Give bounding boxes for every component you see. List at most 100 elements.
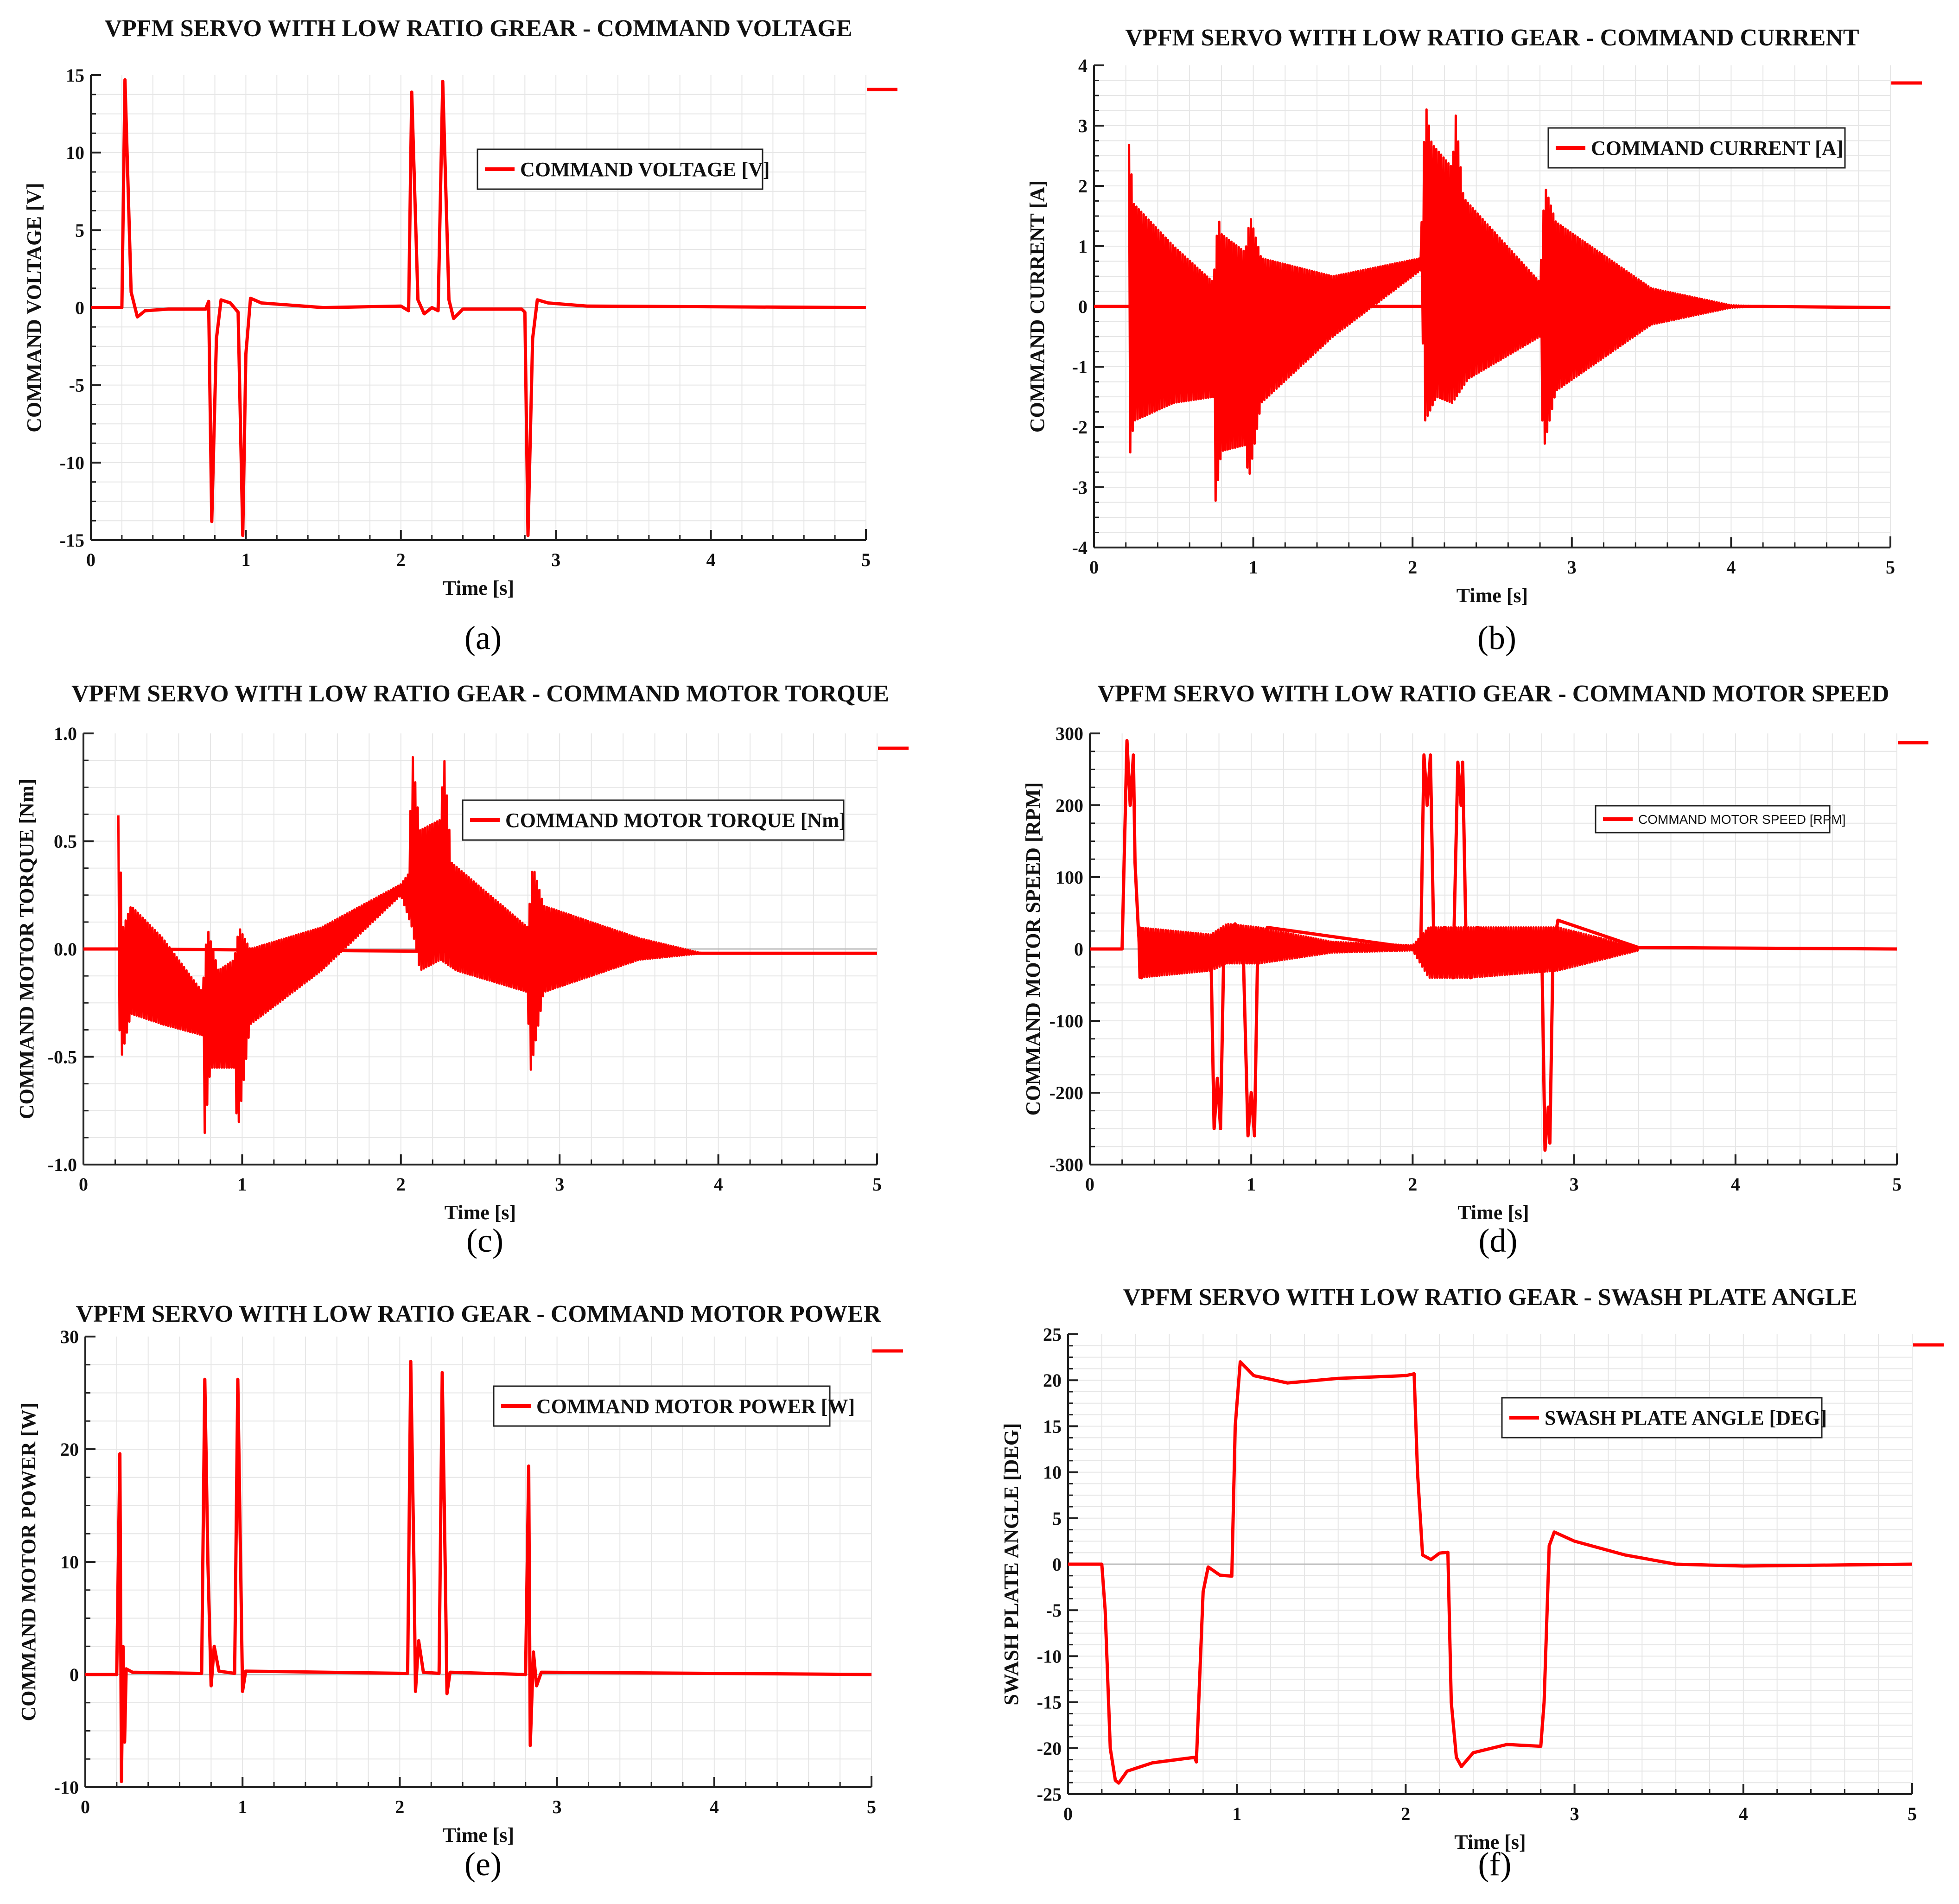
y-tick-label: -0.5 [48,1047,77,1068]
chart-panel-f: 0 1 2 3 4 5 -25 -20 -15 -10 -5 0 5 10 15 20 25 VPFM SERVO… [1000,1284,1944,1883]
x-tick-label: 5 [1892,1174,1902,1195]
y-tick-label: 20 [60,1439,79,1460]
legend-label: SWASH PLATE ANGLE [DEG] [1545,1407,1827,1429]
x-axis-label: Time [s] [443,577,514,599]
panel-caption: (d) [1479,1222,1518,1259]
y-tick-label: 25 [1043,1324,1062,1345]
y-tick-label: -10 [54,1777,79,1798]
x-tick-label: 0 [86,549,95,570]
chart-panel-b: 0 1 2 3 4 5 -4 -3 -2 -1 0 1 2 3 4 VPFM SERVO WITH LOW R… [1026,25,1922,656]
legend-box [1547,127,1846,169]
x-tick-label: 0 [1089,557,1099,578]
panel-caption: (f) [1478,1846,1512,1883]
y-tick-label: 10 [60,1552,79,1573]
x-tick-label: 1 [237,1174,247,1195]
y-tick-label: 0.5 [54,831,77,852]
y-tick-label: 200 [1056,795,1083,816]
x-tick-label: 1 [1249,557,1258,578]
legend-label: COMMAND CURRENT [A] [1591,137,1843,159]
x-tick-label: 5 [872,1174,882,1195]
x-tick-label: 4 [710,1796,719,1817]
y-tick-label: 0 [1074,939,1083,960]
chart-title: VPFM SERVO WITH LOW RATIO GEAR - COMMAND… [1098,681,1889,707]
x-tick-label: 4 [714,1174,723,1195]
y-tick-label: -10 [60,452,84,473]
x-tick-label: 5 [867,1796,876,1817]
y-tick-label: -300 [1049,1154,1083,1175]
x-axis-label: Time [s] [445,1201,516,1224]
x-tick-label: 5 [1886,557,1895,578]
y-tick-label: 10 [66,142,84,163]
series-oscillation [117,756,703,1134]
x-tick-label: 0 [79,1174,88,1195]
y-tick-label: -25 [1037,1784,1062,1805]
legend-box [1595,805,1831,834]
series-line [91,78,866,537]
y-tick-label: 0 [1078,296,1088,317]
y-tick-label: -100 [1049,1011,1083,1032]
x-tick-label: 3 [1570,1803,1579,1824]
x-tick-label: 2 [396,1174,406,1195]
x-tick-label: 5 [861,549,871,570]
x-tick-label: 0 [81,1796,90,1817]
x-tick-label: 3 [555,1174,564,1195]
y-tick-label: 1.0 [54,723,77,744]
y-tick-label: 1 [1078,236,1088,257]
legend-label: COMMAND VOLTAGE [V] [520,158,770,181]
chart-title: VPFM SERVO WITH LOW RATIO GREAR - COMMAN… [104,15,852,42]
x-tick-label: 4 [1739,1803,1748,1824]
y-tick-label: 20 [1043,1370,1062,1391]
y-axis-label: COMMAND MOTOR POWER [W] [17,1402,40,1721]
x-tick-label: 1 [1247,1174,1256,1195]
y-axis-label: COMMAND CURRENT [A] [1026,180,1049,433]
series-oscillation [1137,923,1640,979]
y-tick-label: -5 [69,375,84,396]
y-tick-label: -2 [1072,417,1088,438]
y-tick-label: -4 [1072,537,1088,558]
y-tick-label: -20 [1037,1738,1062,1759]
x-tick-label: 4 [1726,557,1736,578]
x-tick-label: 2 [1408,1174,1417,1195]
y-axis-label: COMMAND MOTOR TORQUE [Nm] [15,779,38,1120]
x-tick-label: 2 [1401,1803,1410,1824]
x-tick-label: 2 [396,549,406,570]
y-tick-label: 15 [1043,1416,1062,1437]
x-tick-label: 0 [1063,1803,1073,1824]
legend-label: COMMAND MOTOR TORQUE [Nm] [505,809,846,832]
chart-title: VPFM SERVO WITH LOW RATIO GEAR - SWASH P… [1123,1284,1857,1311]
y-axis-label: SWASH PLATE ANGLE [DEG] [1000,1423,1023,1705]
y-tick-label: 5 [75,220,84,241]
x-axis-label: Time [s] [1457,1201,1529,1224]
x-axis-label: Time [s] [1454,1831,1526,1853]
y-tick-label: 300 [1056,723,1083,744]
series-line [1068,1360,1912,1785]
x-tick-label: 2 [1408,557,1417,578]
y-tick-label: 5 [1052,1508,1062,1529]
y-tick-label: -1 [1072,357,1088,377]
x-tick-label: 0 [1085,1174,1094,1195]
y-tick-label: 0 [75,298,84,318]
legend-box [477,148,763,190]
legend-box [462,799,845,841]
series-oscillation [1128,108,1763,502]
y-tick-label: -5 [1046,1600,1062,1621]
chart-panel-d: 0 1 2 3 4 5 -300 -200 -100 0 100 200 300 VPFM SERVO W… [1022,681,1928,1259]
y-tick-label: -3 [1072,477,1088,498]
x-tick-label: 3 [553,1796,562,1817]
y-tick-label: 4 [1078,55,1088,76]
y-tick-label: 30 [60,1326,79,1347]
chart-panel-a: 0 1 2 3 4 5 -15 -10 -5 0 5 10 15 VPFM SERVO WITH LOW … [23,15,897,656]
panel-caption: (b) [1477,619,1516,656]
series-line [1094,305,1890,310]
chart-panel-c: 0 1 2 3 4 5 -1.0 -0.5 0.0 0.5 1.0 VPFM SERVO WITH L… [15,681,909,1259]
y-tick-label: -200 [1049,1083,1083,1103]
x-tick-label: 1 [238,1796,247,1817]
x-axis-label: Time [s] [443,1824,514,1847]
y-tick-label: 0 [1052,1554,1062,1575]
x-tick-label: 3 [1567,557,1577,578]
y-tick-label: 0.0 [54,939,77,960]
x-tick-label: 3 [1570,1174,1579,1195]
legend-label: COMMAND MOTOR POWER [W] [536,1395,855,1418]
